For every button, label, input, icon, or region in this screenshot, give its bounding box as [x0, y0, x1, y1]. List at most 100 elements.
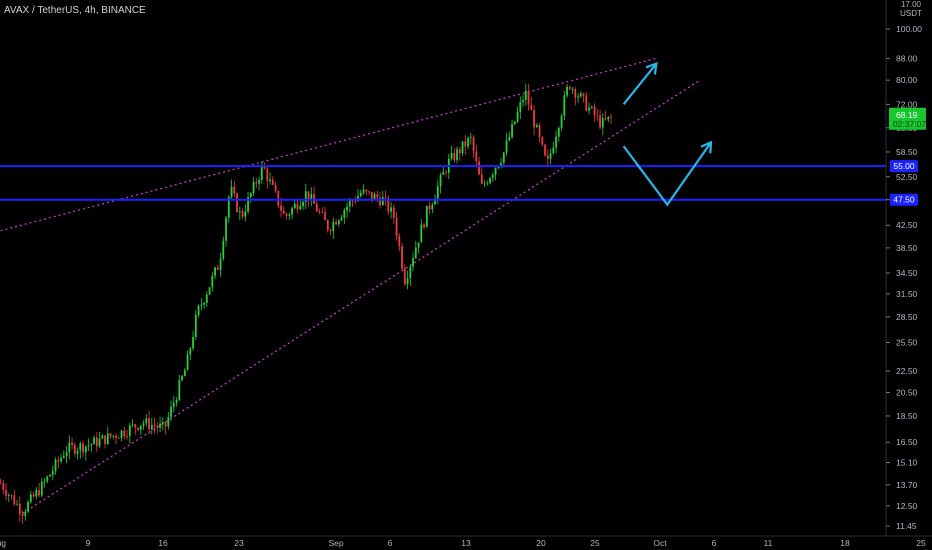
candle-body [478, 161, 480, 175]
candle-body [568, 86, 571, 90]
candle-body [57, 459, 60, 462]
candle-body [574, 88, 577, 98]
candle-body [282, 210, 285, 214]
y-tick-label: 13.70 [896, 480, 918, 490]
candle-body [351, 200, 354, 202]
candle-body [544, 144, 546, 156]
candle-body [24, 511, 27, 517]
x-tick-label: 20 [536, 538, 546, 548]
candle-body [373, 194, 376, 199]
candle-body [16, 503, 18, 505]
candle-body [156, 426, 159, 428]
candle-body [79, 443, 82, 451]
y-tick-label: 12.50 [896, 501, 918, 511]
candle-body [252, 182, 255, 194]
y-tick-label: 31.50 [896, 289, 918, 299]
candle-body [93, 437, 95, 445]
candle-body [469, 137, 472, 139]
candle-body [145, 418, 148, 424]
candle-body [557, 127, 560, 137]
candle-body [95, 437, 98, 447]
candle-body [464, 141, 467, 147]
candle-body [601, 118, 604, 128]
candle-body [513, 121, 516, 124]
candle-body [293, 203, 296, 209]
horizontal-levels [0, 165, 886, 201]
candle-body [357, 195, 359, 201]
x-tick-label: Aug [0, 538, 6, 548]
time-axis[interactable]: Aug 9 16 23 Sep 6 13 20 25 Oct 6 11 18 25 [0, 535, 932, 550]
candle-body [51, 471, 54, 475]
x-tick-label: 6 [388, 538, 393, 548]
candle-body [299, 206, 302, 210]
projection-bullish [622, 62, 658, 105]
current-price-badge [889, 107, 926, 130]
candle-body [258, 179, 260, 184]
candle-body [332, 221, 335, 232]
candle-body [324, 212, 326, 221]
candle-body [222, 240, 225, 259]
candle-body [112, 435, 115, 437]
candle-body [288, 214, 291, 216]
candle-body [137, 427, 139, 430]
candle-body [302, 201, 304, 207]
price-axis[interactable]: 100.0088.0080.0072.0065.0058.5052.5047.5… [886, 24, 922, 531]
candle-body [161, 422, 164, 424]
candle-body [607, 116, 610, 120]
y-tick-label: 18.50 [896, 411, 918, 421]
candles [0, 83, 612, 524]
candle-body [200, 304, 203, 306]
candle-body [315, 203, 318, 212]
candle-body [335, 221, 337, 225]
candle-body [500, 162, 502, 166]
candle-body [98, 438, 101, 447]
candle-body [189, 348, 192, 355]
candle-body [7, 495, 10, 496]
candle-body [197, 305, 200, 315]
candle-body [522, 99, 524, 103]
candle-body [249, 193, 252, 198]
candle-body [541, 137, 544, 145]
candle-body [494, 168, 497, 175]
candle-body [2, 483, 5, 491]
candle-body [599, 115, 601, 128]
candle-body [186, 354, 189, 371]
candle-body [442, 172, 445, 175]
price-axis-background [886, 0, 932, 550]
candle-body [106, 433, 109, 445]
candle-body [65, 452, 68, 457]
level-value: 47.50 [893, 195, 915, 205]
candle-body [346, 206, 348, 211]
projection-bearish-arrowhead [700, 140, 713, 154]
x-tick-label: Oct [653, 538, 667, 548]
candle-body [32, 494, 35, 497]
candle-body [123, 430, 126, 437]
candle-body [524, 90, 527, 100]
candle-body [533, 110, 535, 128]
candle-body [304, 191, 307, 202]
candle-body [90, 444, 93, 446]
candle-body [420, 224, 423, 243]
candle-body [38, 490, 40, 496]
currency-label: 17.00 USDT [900, 0, 922, 18]
candle-body [126, 436, 128, 437]
candle-body [511, 123, 513, 137]
y-tick-label: 25.50 [896, 337, 918, 347]
candle-body [412, 258, 414, 267]
candle-body [167, 417, 170, 427]
candle-body [472, 137, 475, 152]
candle-body [255, 182, 258, 184]
currency-top-value: 17.00 [900, 0, 922, 9]
candle-body [431, 204, 434, 210]
candle-body [563, 95, 566, 116]
candle-body [450, 152, 453, 159]
candle-body [192, 336, 194, 349]
candle-body [458, 149, 461, 154]
chart-title: AVAX / TetherUS, 4h, BINANCE [4, 5, 146, 16]
candle-body [225, 217, 227, 241]
candle-body [214, 267, 216, 276]
candle-body [84, 446, 87, 453]
candle-body [571, 88, 574, 90]
candle-body [486, 183, 489, 185]
